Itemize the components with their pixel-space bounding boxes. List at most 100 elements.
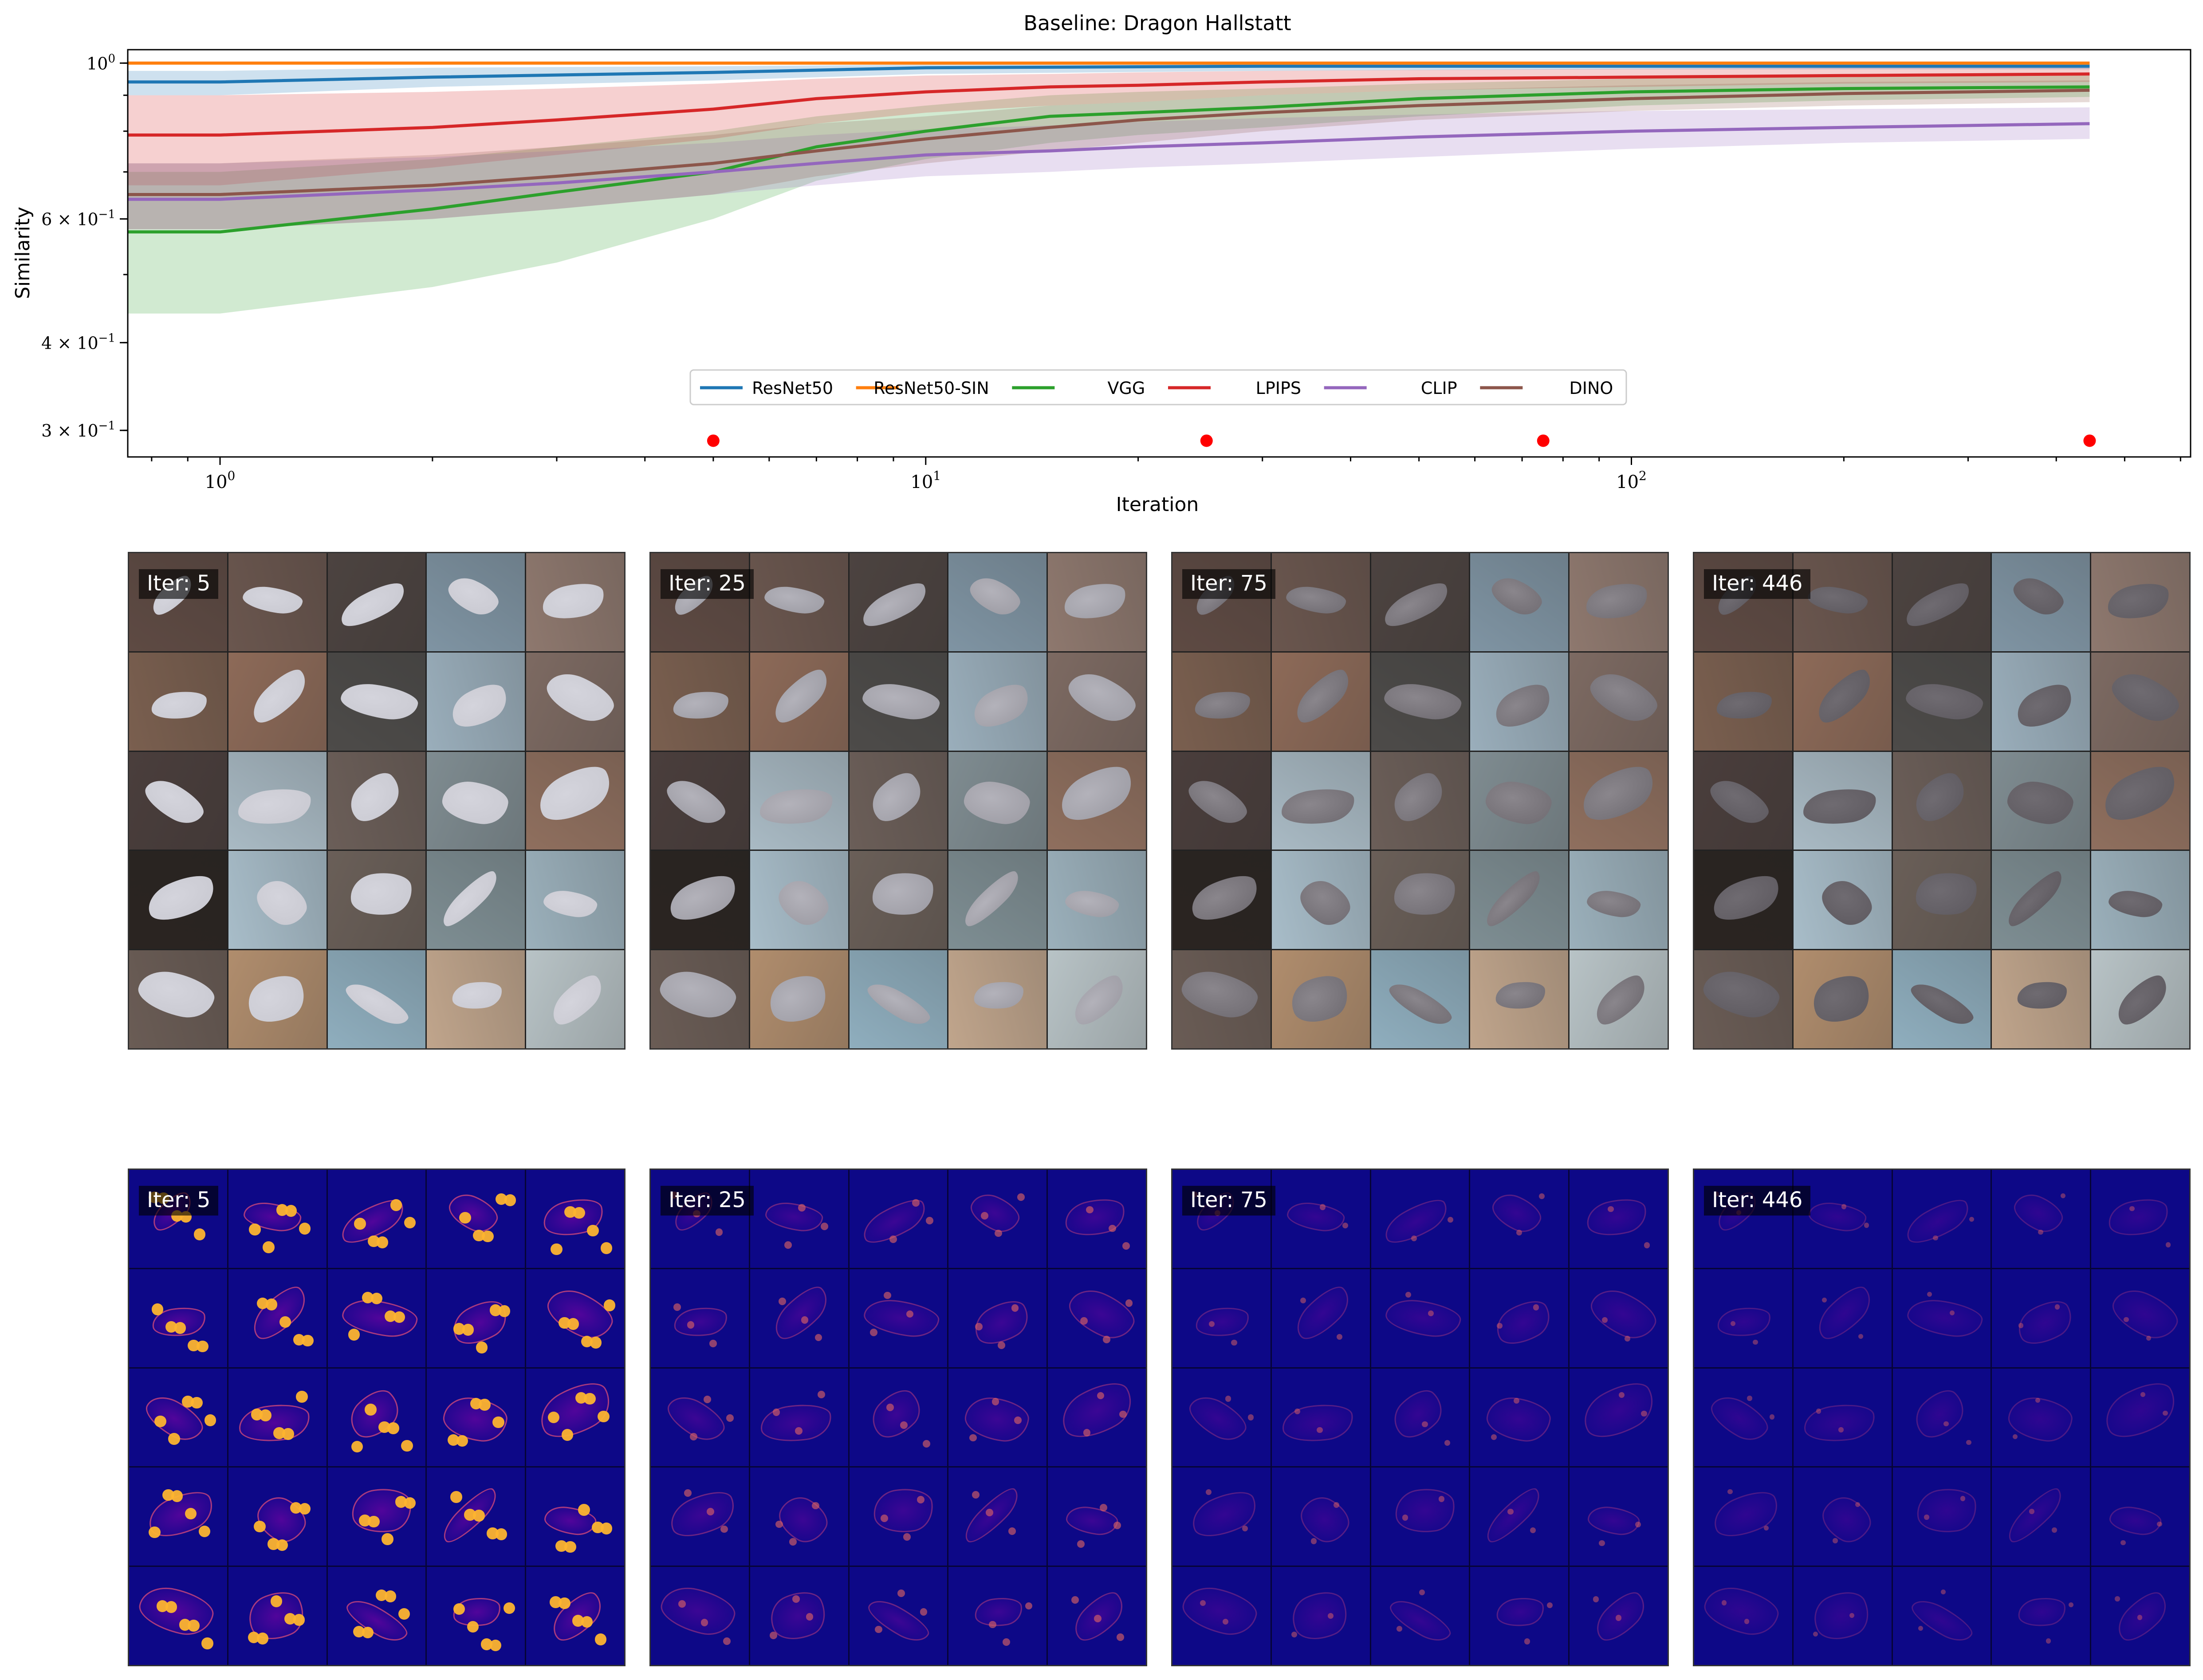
dragon-render (2107, 888, 2164, 920)
error-hotspot (2166, 1242, 2171, 1247)
error-hotspot (1721, 1600, 1727, 1605)
dragon-render (1589, 968, 1652, 1032)
dragon-render (545, 968, 609, 1032)
dragon-error-silhouette (1704, 1389, 1774, 1448)
dragon-error-silhouette (958, 1482, 1025, 1549)
error-hotspot (453, 1603, 465, 1615)
dragon-render (1483, 778, 1554, 827)
render-thumbnail (1371, 652, 1469, 751)
error-map-thumbnail (1470, 1269, 1569, 1367)
dragon-error-silhouette (1575, 1373, 1662, 1448)
render-thumbnail (1172, 652, 1271, 751)
error-hotspot (1113, 1521, 1121, 1529)
error-map-thumbnail (651, 1567, 749, 1665)
error-hotspot (165, 1601, 177, 1613)
error-hotspot (2035, 1397, 2040, 1403)
dragon-error-silhouette (1183, 1389, 1252, 1448)
dragon-error-silhouette (1064, 1503, 1120, 1538)
dragon-render (869, 869, 937, 920)
error-hotspot (151, 1303, 164, 1315)
dragon-error-silhouette (1053, 1373, 1141, 1448)
error-hotspot (2060, 1193, 2066, 1199)
render-thumbnail (1470, 950, 1569, 1048)
error-map-thumbnail (2091, 1368, 2189, 1467)
error-map-panel: Iter: 75 (1171, 1169, 1669, 1666)
dragon-render (771, 873, 835, 932)
error-hotspot (700, 1619, 708, 1626)
dragon-error-silhouette (1715, 1304, 1773, 1340)
error-hotspot (678, 1600, 686, 1608)
error-hotspot (256, 1633, 269, 1645)
dragon-error-silhouette (1185, 1483, 1263, 1546)
render-thumbnail (948, 652, 1047, 751)
dragon-render (1063, 888, 1121, 920)
error-map-thumbnail (526, 1170, 624, 1268)
dragon-error-silhouette (1810, 1279, 1879, 1347)
error-hotspot (1855, 1502, 1861, 1507)
dragon-render (450, 979, 504, 1012)
render-thumbnail (1793, 950, 1892, 1048)
dragon-render (972, 979, 1025, 1012)
error-map-thumbnail (1694, 1269, 1792, 1367)
error-map-thumbnail (1694, 1170, 1792, 1268)
dragon-error-silhouette (1178, 1582, 1261, 1641)
error-hotspot (792, 1595, 800, 1603)
dragon-error-silhouette (2105, 1194, 2172, 1242)
dragon-render (134, 965, 218, 1023)
dragon-error-silhouette (1807, 1200, 1868, 1234)
render-thumbnail (1048, 851, 1146, 949)
render-thumbnail (327, 652, 426, 751)
error-map-thumbnail (1793, 1170, 1892, 1268)
error-map-thumbnail (1892, 1468, 1991, 1566)
plot-frame (127, 49, 2191, 458)
error-hotspot (1419, 1589, 1425, 1596)
error-map-thumbnail (526, 1468, 624, 1566)
error-hotspot (1100, 1504, 1107, 1511)
error-hotspot (1727, 1489, 1733, 1495)
error-hotspot (684, 1489, 692, 1497)
dragon-render (862, 977, 934, 1031)
band-dino (128, 80, 2090, 229)
dragon-render (1913, 869, 1980, 920)
dragon-render (139, 773, 209, 831)
dragon-error-silhouette (1586, 1503, 1641, 1538)
plot-area: 100 101 102 100 6 × 10−1 4 × 10−1 3 × 10−1 (41, 49, 2191, 492)
render-thumbnail (2091, 652, 2189, 751)
error-map-thumbnail (1172, 1170, 1271, 1268)
error-hotspot (801, 1316, 809, 1324)
error-hotspot (1248, 1414, 1254, 1420)
error-hotspot (1025, 1602, 1033, 1610)
render-panel: Iter: 75 (1171, 552, 1669, 1050)
render-thumbnail (129, 553, 227, 651)
dragon-render (763, 967, 834, 1031)
render-thumbnail (1271, 950, 1370, 1048)
dragon-error-silhouette (2016, 1594, 2068, 1629)
error-hotspot (479, 1399, 491, 1411)
error-hotspot (1497, 1323, 1503, 1329)
dragon-error-silhouette (1707, 1483, 1785, 1546)
dragon-render (149, 688, 209, 723)
error-hotspot (473, 1510, 485, 1522)
dragon-render (2096, 756, 2184, 831)
error-map-thumbnail (1992, 1567, 2090, 1665)
error-hotspot (818, 1391, 825, 1399)
error-hotspot (795, 1427, 803, 1435)
error-hotspot (254, 1520, 266, 1533)
render-thumbnail (129, 652, 227, 751)
error-hotspot (1011, 1304, 1019, 1312)
dragon-error-silhouette (236, 1400, 313, 1446)
dragon-render (864, 765, 929, 830)
error-hotspot (1422, 1421, 1428, 1428)
render-panel: Iter: 446 (1693, 552, 2191, 1050)
dragon-render (1486, 572, 1546, 621)
error-hotspot (387, 1422, 399, 1434)
error-hotspot (1507, 1509, 1514, 1515)
error-hotspot (1402, 1515, 1408, 1521)
dragon-render (1060, 578, 1129, 625)
error-map-thumbnail (2091, 1170, 2189, 1268)
error-hotspot (986, 1509, 994, 1516)
dragon-render (1177, 965, 1262, 1023)
iteration-label: Iter: 5 (139, 1186, 219, 1216)
render-thumbnail (1371, 950, 1469, 1048)
dragon-error-silhouette (1285, 1583, 1355, 1649)
